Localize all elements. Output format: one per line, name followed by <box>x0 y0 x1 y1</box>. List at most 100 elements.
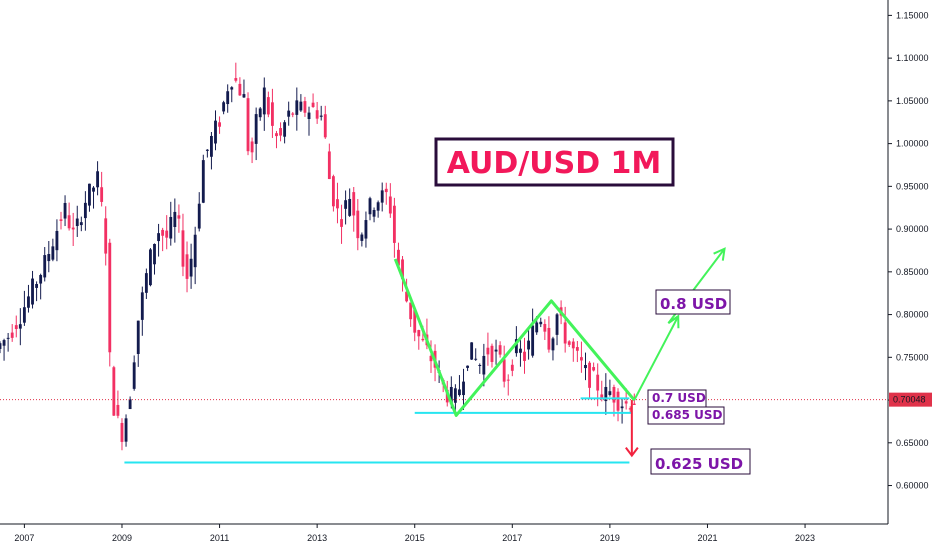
candle-up <box>604 386 608 402</box>
candle-up <box>519 348 522 353</box>
candle-down <box>291 113 295 115</box>
candle-up <box>153 243 156 265</box>
candle-down <box>279 128 282 136</box>
x-tick-label: 2013 <box>307 533 327 543</box>
candle-up <box>96 171 100 188</box>
candle-up <box>372 209 376 217</box>
x-tick-label: 2011 <box>210 533 229 543</box>
candle-up <box>348 198 352 216</box>
candle-up <box>149 249 152 286</box>
candle-down <box>498 345 502 355</box>
candle-up <box>92 187 95 192</box>
level-0685-label-box <box>647 406 725 425</box>
annotations-group <box>0 247 888 464</box>
candle-down <box>592 367 596 371</box>
candle-up <box>226 91 230 105</box>
candle-up <box>47 253 51 262</box>
candle-up <box>6 337 10 339</box>
candle-down <box>413 309 417 333</box>
y-tick-label: 0.60000 <box>896 481 929 491</box>
candle-up <box>132 362 136 389</box>
candle-down <box>563 322 567 344</box>
candle-up <box>262 87 266 115</box>
candle-down <box>331 176 335 207</box>
candle-down <box>632 403 636 405</box>
y-tick-label: 1.05000 <box>896 96 929 106</box>
candle-down <box>596 374 600 391</box>
candle-up <box>128 399 132 410</box>
candle-up <box>39 275 43 284</box>
y-tick-label: 0.65000 <box>896 438 929 448</box>
target-down-label: 0.625 USD <box>655 455 743 473</box>
candle-down <box>506 379 510 381</box>
bullish-arrowhead <box>713 247 726 261</box>
candle-up <box>201 160 205 203</box>
target-up-label-box <box>655 289 731 315</box>
candle-down <box>405 291 409 302</box>
candle-up <box>205 149 209 151</box>
candle-down <box>275 133 278 137</box>
x-tick-label: 2019 <box>600 533 620 543</box>
candle-up <box>295 100 299 115</box>
candle-up <box>22 307 26 323</box>
candle-up <box>173 211 177 228</box>
candle-up <box>462 381 465 396</box>
candle-up <box>376 202 380 211</box>
candle-up <box>35 284 39 288</box>
candle-down <box>392 205 396 243</box>
candle-up <box>368 198 372 215</box>
candle-up <box>254 114 258 144</box>
candle-down <box>266 97 270 115</box>
candle-down <box>486 347 490 355</box>
candle-up <box>144 273 148 293</box>
candle-down <box>340 219 343 227</box>
y-tick-label: 0.75000 <box>896 352 929 362</box>
candle-up <box>608 391 612 395</box>
level-0685-label: 0.685 USD <box>652 408 723 422</box>
candle-up <box>283 122 287 137</box>
candle-down <box>238 83 242 96</box>
candle-up <box>364 220 368 239</box>
candle-down <box>234 78 238 81</box>
candle-down <box>616 391 620 411</box>
candle-down <box>429 355 433 362</box>
y-tick-label: 0.80000 <box>896 310 929 320</box>
candle-down <box>384 188 388 193</box>
current-price-tag <box>889 392 932 407</box>
candle-down <box>401 259 404 280</box>
x-tick-label: 2023 <box>795 533 815 543</box>
candle-down <box>100 187 104 202</box>
candle-up <box>620 406 624 409</box>
candle-up <box>31 278 34 305</box>
candle-up <box>344 200 348 209</box>
candle-up <box>43 255 47 278</box>
candle-up <box>2 340 6 346</box>
candle-down <box>580 357 583 361</box>
candle-up <box>83 202 87 219</box>
candle-up <box>551 338 555 351</box>
candle-up <box>494 349 498 352</box>
candle-up <box>380 190 384 203</box>
candle-up <box>584 364 587 369</box>
candle-up <box>169 216 173 239</box>
y-tick-label: 1.15000 <box>896 10 929 20</box>
candle-up <box>189 258 193 277</box>
candle-down <box>409 302 413 320</box>
candle-down <box>421 338 425 341</box>
candle-down <box>303 101 307 113</box>
candle-down <box>246 98 250 152</box>
candle-up <box>555 314 559 335</box>
y-tick-label: 1.00000 <box>896 139 929 149</box>
candle-up <box>242 94 246 98</box>
x-tick-label: 2007 <box>14 533 34 543</box>
candle-down <box>575 347 579 351</box>
candle-up <box>197 203 201 229</box>
candle-down <box>490 345 494 362</box>
candle-up <box>140 292 144 320</box>
candle-up <box>75 218 79 227</box>
candle-up <box>470 342 474 360</box>
y-tick-label: 1.10000 <box>896 53 929 63</box>
candle-up <box>299 101 303 111</box>
